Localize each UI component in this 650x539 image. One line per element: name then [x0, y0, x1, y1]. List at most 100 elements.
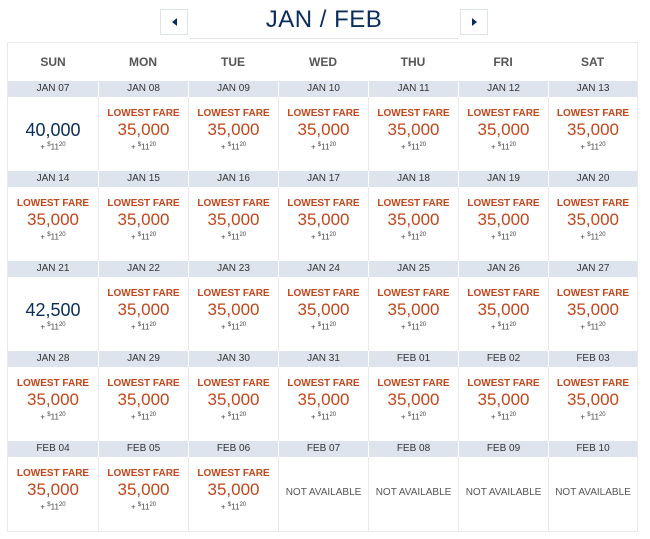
fare-cell[interactable]: LOWEST FARE 35,000 + $1120: [278, 187, 368, 261]
fare-miles: 35,000: [387, 210, 440, 229]
date-label: JAN 25: [368, 261, 458, 277]
fee-currency: $: [407, 232, 412, 238]
title-divider: [190, 38, 458, 39]
date-label: JAN 22: [98, 261, 188, 277]
fee-prefix: +: [220, 232, 228, 242]
fare-cell[interactable]: LOWEST FARE 35,000 + $1120: [278, 97, 368, 171]
day-of-week-row: SUN MON TUE WED THU FRI SAT: [8, 43, 637, 81]
dow-tue: TUE: [221, 55, 245, 69]
fare-cell[interactable]: LOWEST FARE 35,000 + $1120: [98, 367, 188, 441]
fee-cents: 20: [239, 142, 247, 148]
fee-cents: 20: [239, 502, 247, 508]
fare-fee: + $1120: [549, 232, 637, 242]
fee-prefix: +: [400, 412, 408, 422]
fee-whole: 11: [141, 412, 150, 422]
fare-cell[interactable]: LOWEST FARE 35,000 + $1120: [188, 457, 278, 531]
fee-prefix: +: [130, 412, 138, 422]
fee-cents: 20: [329, 322, 337, 328]
fare-miles: 35,000: [387, 300, 440, 319]
fare-miles: 35,000: [297, 210, 350, 229]
lowest-fare-label: LOWEST FARE: [16, 468, 90, 479]
date-label: FEB 09: [458, 441, 548, 457]
fare-cell[interactable]: LOWEST FARE 35,000 + $1120: [368, 367, 458, 441]
fare-cell[interactable]: LOWEST FARE 35,000 + $1120: [8, 457, 98, 531]
fee-whole: 11: [231, 322, 240, 332]
fare-cell[interactable]: LOWEST FARE 35,000 + $1120: [368, 187, 458, 261]
fare-fee: + $1120: [279, 412, 368, 422]
fare-miles: 35,000: [207, 300, 260, 319]
fare-cell[interactable]: 42,500 + $1120: [8, 277, 98, 351]
lowest-fare-label: LOWEST FARE: [16, 198, 90, 209]
fee-currency: $: [497, 232, 502, 238]
fare-miles: 35,000: [567, 300, 619, 319]
fee-cents: 20: [58, 502, 66, 508]
fare-cell[interactable]: LOWEST FARE 35,000 + $1120: [548, 97, 637, 171]
fare-fee: + $1120: [189, 322, 278, 332]
fare-cell[interactable]: LOWEST FARE 35,000 + $1120: [188, 97, 278, 171]
fare-cell[interactable]: LOWEST FARE 35,000 + $1120: [98, 187, 188, 261]
fare-cell[interactable]: LOWEST FARE 35,000 + $1120: [8, 367, 98, 441]
fare-cell[interactable]: LOWEST FARE 35,000 + $1120: [98, 457, 188, 531]
fee-whole: 11: [231, 142, 240, 152]
fare-fee: + $1120: [99, 322, 188, 332]
fare-cell[interactable]: LOWEST FARE 35,000 + $1120: [548, 187, 637, 261]
fare-miles: 35,000: [567, 390, 619, 409]
fare-miles: 35,000: [207, 480, 260, 499]
fare-cell[interactable]: LOWEST FARE 35,000 + $1120: [458, 277, 548, 351]
fare-cell[interactable]: LOWEST FARE 35,000 + $1120: [458, 97, 548, 171]
fee-whole: 11: [231, 502, 240, 512]
fee-prefix: +: [490, 322, 498, 332]
fee-cents: 20: [419, 142, 427, 148]
lowest-fare-label: LOWEST FARE: [467, 288, 540, 299]
calendar-week: JAN 07 JAN 08 JAN 09 JAN 10 JAN 11 JAN 12 JAN …: [8, 81, 637, 171]
lowest-fare-label: LOWEST FARE: [287, 108, 360, 119]
fare-cell[interactable]: LOWEST FARE 35,000 + $1120: [368, 277, 458, 351]
fee-currency: $: [137, 142, 142, 148]
previous-month-button[interactable]: [160, 9, 188, 35]
fare-fee: + $1120: [189, 502, 278, 512]
fee-cents: 20: [419, 232, 427, 238]
fare-cell[interactable]: LOWEST FARE 35,000 + $1120: [458, 367, 548, 441]
calendar-week: FEB 04 FEB 05 FEB 06 FEB 07 FEB 08 FEB 09 FEB …: [8, 441, 637, 531]
fare-fee: + $1120: [369, 232, 458, 242]
fare-cell[interactable]: LOWEST FARE 35,000 + $1120: [188, 187, 278, 261]
fare-cell[interactable]: 40,000 + $1120: [8, 97, 98, 171]
fee-cents: 20: [149, 142, 157, 148]
next-month-button[interactable]: [460, 9, 488, 35]
fee-currency: $: [587, 142, 591, 148]
fare-cell[interactable]: LOWEST FARE 35,000 + $1120: [458, 187, 548, 261]
fee-whole: 11: [590, 142, 599, 152]
fee-whole: 11: [141, 502, 150, 512]
month-title: JAN / FEB: [265, 6, 383, 33]
fare-cell[interactable]: LOWEST FARE 35,000 + $1120: [548, 367, 637, 441]
date-header-row: JAN 14 JAN 15 JAN 16 JAN 17 JAN 18 JAN 19 JAN …: [8, 171, 637, 187]
fee-prefix: +: [310, 412, 318, 422]
fare-miles: 35,000: [477, 210, 530, 229]
fare-cell[interactable]: LOWEST FARE 35,000 + $1120: [188, 277, 278, 351]
fee-cents: 20: [509, 412, 517, 418]
fare-miles: 35,000: [387, 120, 440, 139]
fare-miles: 35,000: [567, 120, 619, 139]
fee-prefix: +: [40, 232, 48, 242]
fare-cell[interactable]: LOWEST FARE 35,000 + $1120: [188, 367, 278, 441]
fee-prefix: +: [580, 232, 588, 242]
not-available-label: NOT AVAILABLE: [465, 487, 542, 498]
fare-cell[interactable]: LOWEST FARE 35,000 + $1120: [548, 277, 637, 351]
fee-cents: 20: [329, 232, 337, 238]
fee-cents: 20: [149, 322, 157, 328]
fee-currency: $: [137, 232, 142, 238]
fare-miles: 35,000: [297, 300, 350, 319]
fee-whole: 11: [141, 142, 150, 152]
fee-currency: $: [47, 142, 51, 148]
fare-cell[interactable]: LOWEST FARE 35,000 + $1120: [8, 187, 98, 261]
not-available-label: NOT AVAILABLE: [555, 487, 631, 498]
fare-cell[interactable]: LOWEST FARE 35,000 + $1120: [278, 367, 368, 441]
fare-cell[interactable]: LOWEST FARE 35,000 + $1120: [98, 277, 188, 351]
fee-whole: 11: [501, 232, 510, 242]
fare-cell[interactable]: LOWEST FARE 35,000 + $1120: [368, 97, 458, 171]
fare-fee: + $1120: [459, 322, 548, 332]
fare-cell[interactable]: LOWEST FARE 35,000 + $1120: [278, 277, 368, 351]
fee-currency: $: [497, 322, 502, 328]
fee-prefix: +: [40, 502, 48, 512]
fare-cell[interactable]: LOWEST FARE 35,000 + $1120: [98, 97, 188, 171]
